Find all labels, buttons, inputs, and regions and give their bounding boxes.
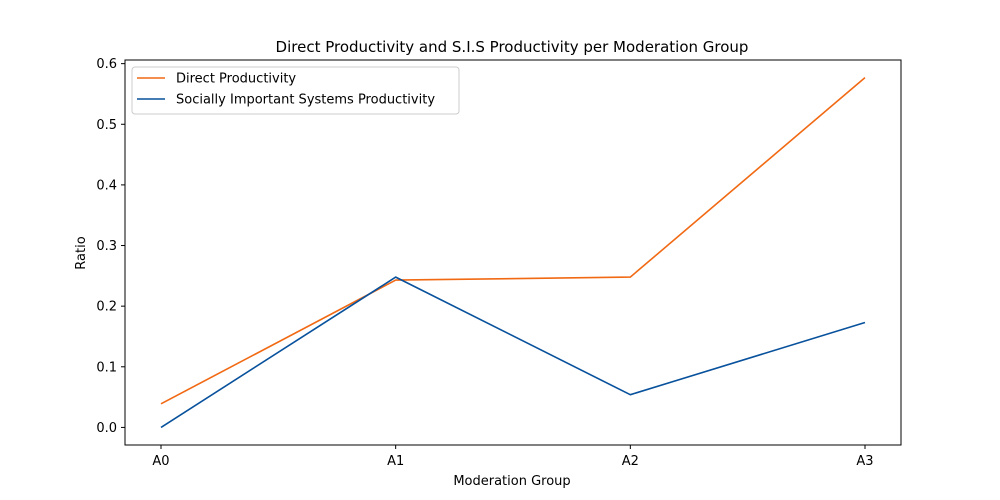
x-axis-label: Moderation Group (453, 474, 570, 489)
legend-box (131, 66, 460, 115)
series-line-1 (160, 76, 866, 405)
y-axis-label: Ratio (74, 236, 89, 269)
y-axis: 0.0 0.1 0.2 0.3 0.4 0.5 0.6 (96, 57, 125, 436)
x-tick-label: A1 (387, 454, 404, 469)
legend: Direct Productivity Socially Important Sy… (131, 66, 460, 115)
y-tick-label: 0.1 (96, 360, 117, 375)
x-tick-label: A0 (152, 454, 169, 469)
x-axis: A0 A1 A2 A3 (152, 445, 874, 469)
legend-label: Direct Productivity (176, 72, 296, 87)
series-line-2 (160, 276, 866, 429)
y-tick-label: 0.6 (96, 57, 117, 72)
series-layer (160, 76, 866, 429)
plot-area (124, 59, 902, 446)
x-tick-label: A2 (622, 454, 639, 469)
y-tick-label: 0.0 (96, 421, 117, 436)
x-tick-label: A3 (856, 454, 873, 469)
y-tick-label: 0.4 (96, 178, 117, 193)
chart-title: Direct Productivity and S.I.S Productivi… (276, 38, 749, 56)
y-tick-label: 0.3 (96, 239, 117, 254)
y-tick-label: 0.5 (96, 118, 117, 133)
y-tick-label: 0.2 (96, 300, 117, 315)
legend-label: Socially Important Systems Productivity (176, 93, 435, 108)
